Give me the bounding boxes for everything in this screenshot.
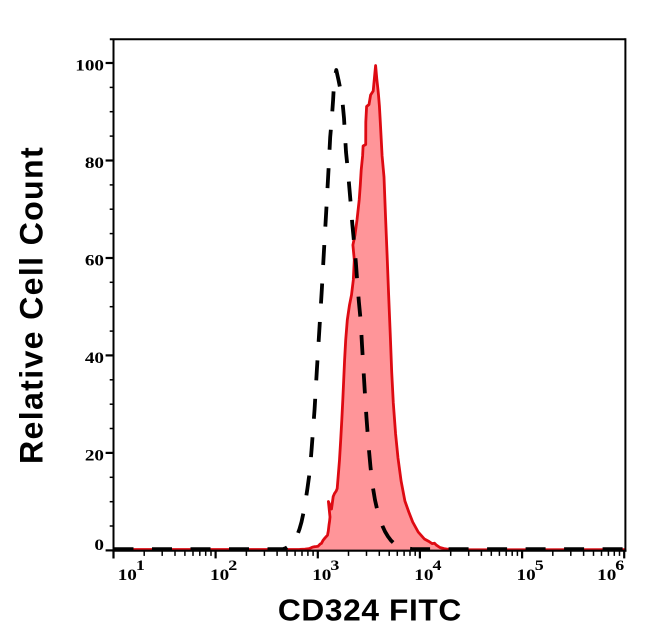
svg-text:6: 6 bbox=[615, 556, 624, 573]
svg-text:10: 10 bbox=[414, 565, 433, 583]
svg-text:60: 60 bbox=[85, 251, 104, 269]
svg-text:10: 10 bbox=[517, 565, 536, 583]
svg-text:2: 2 bbox=[228, 556, 237, 573]
svg-text:3: 3 bbox=[330, 556, 339, 573]
svg-text:10: 10 bbox=[210, 565, 229, 583]
svg-text:4: 4 bbox=[433, 556, 442, 573]
svg-text:20: 20 bbox=[85, 446, 104, 464]
svg-text:10: 10 bbox=[118, 565, 137, 583]
svg-text:5: 5 bbox=[535, 556, 544, 573]
svg-text:100: 100 bbox=[75, 56, 104, 74]
svg-text:CD324 FITC: CD324 FITC bbox=[278, 594, 462, 628]
svg-text:Relative Cell Count: Relative Cell Count bbox=[14, 146, 50, 464]
svg-text:0: 0 bbox=[94, 535, 104, 553]
svg-text:40: 40 bbox=[85, 349, 104, 367]
svg-text:10: 10 bbox=[597, 565, 616, 583]
svg-text:10: 10 bbox=[312, 565, 331, 583]
svg-text:80: 80 bbox=[85, 154, 104, 172]
svg-text:1: 1 bbox=[136, 556, 145, 573]
